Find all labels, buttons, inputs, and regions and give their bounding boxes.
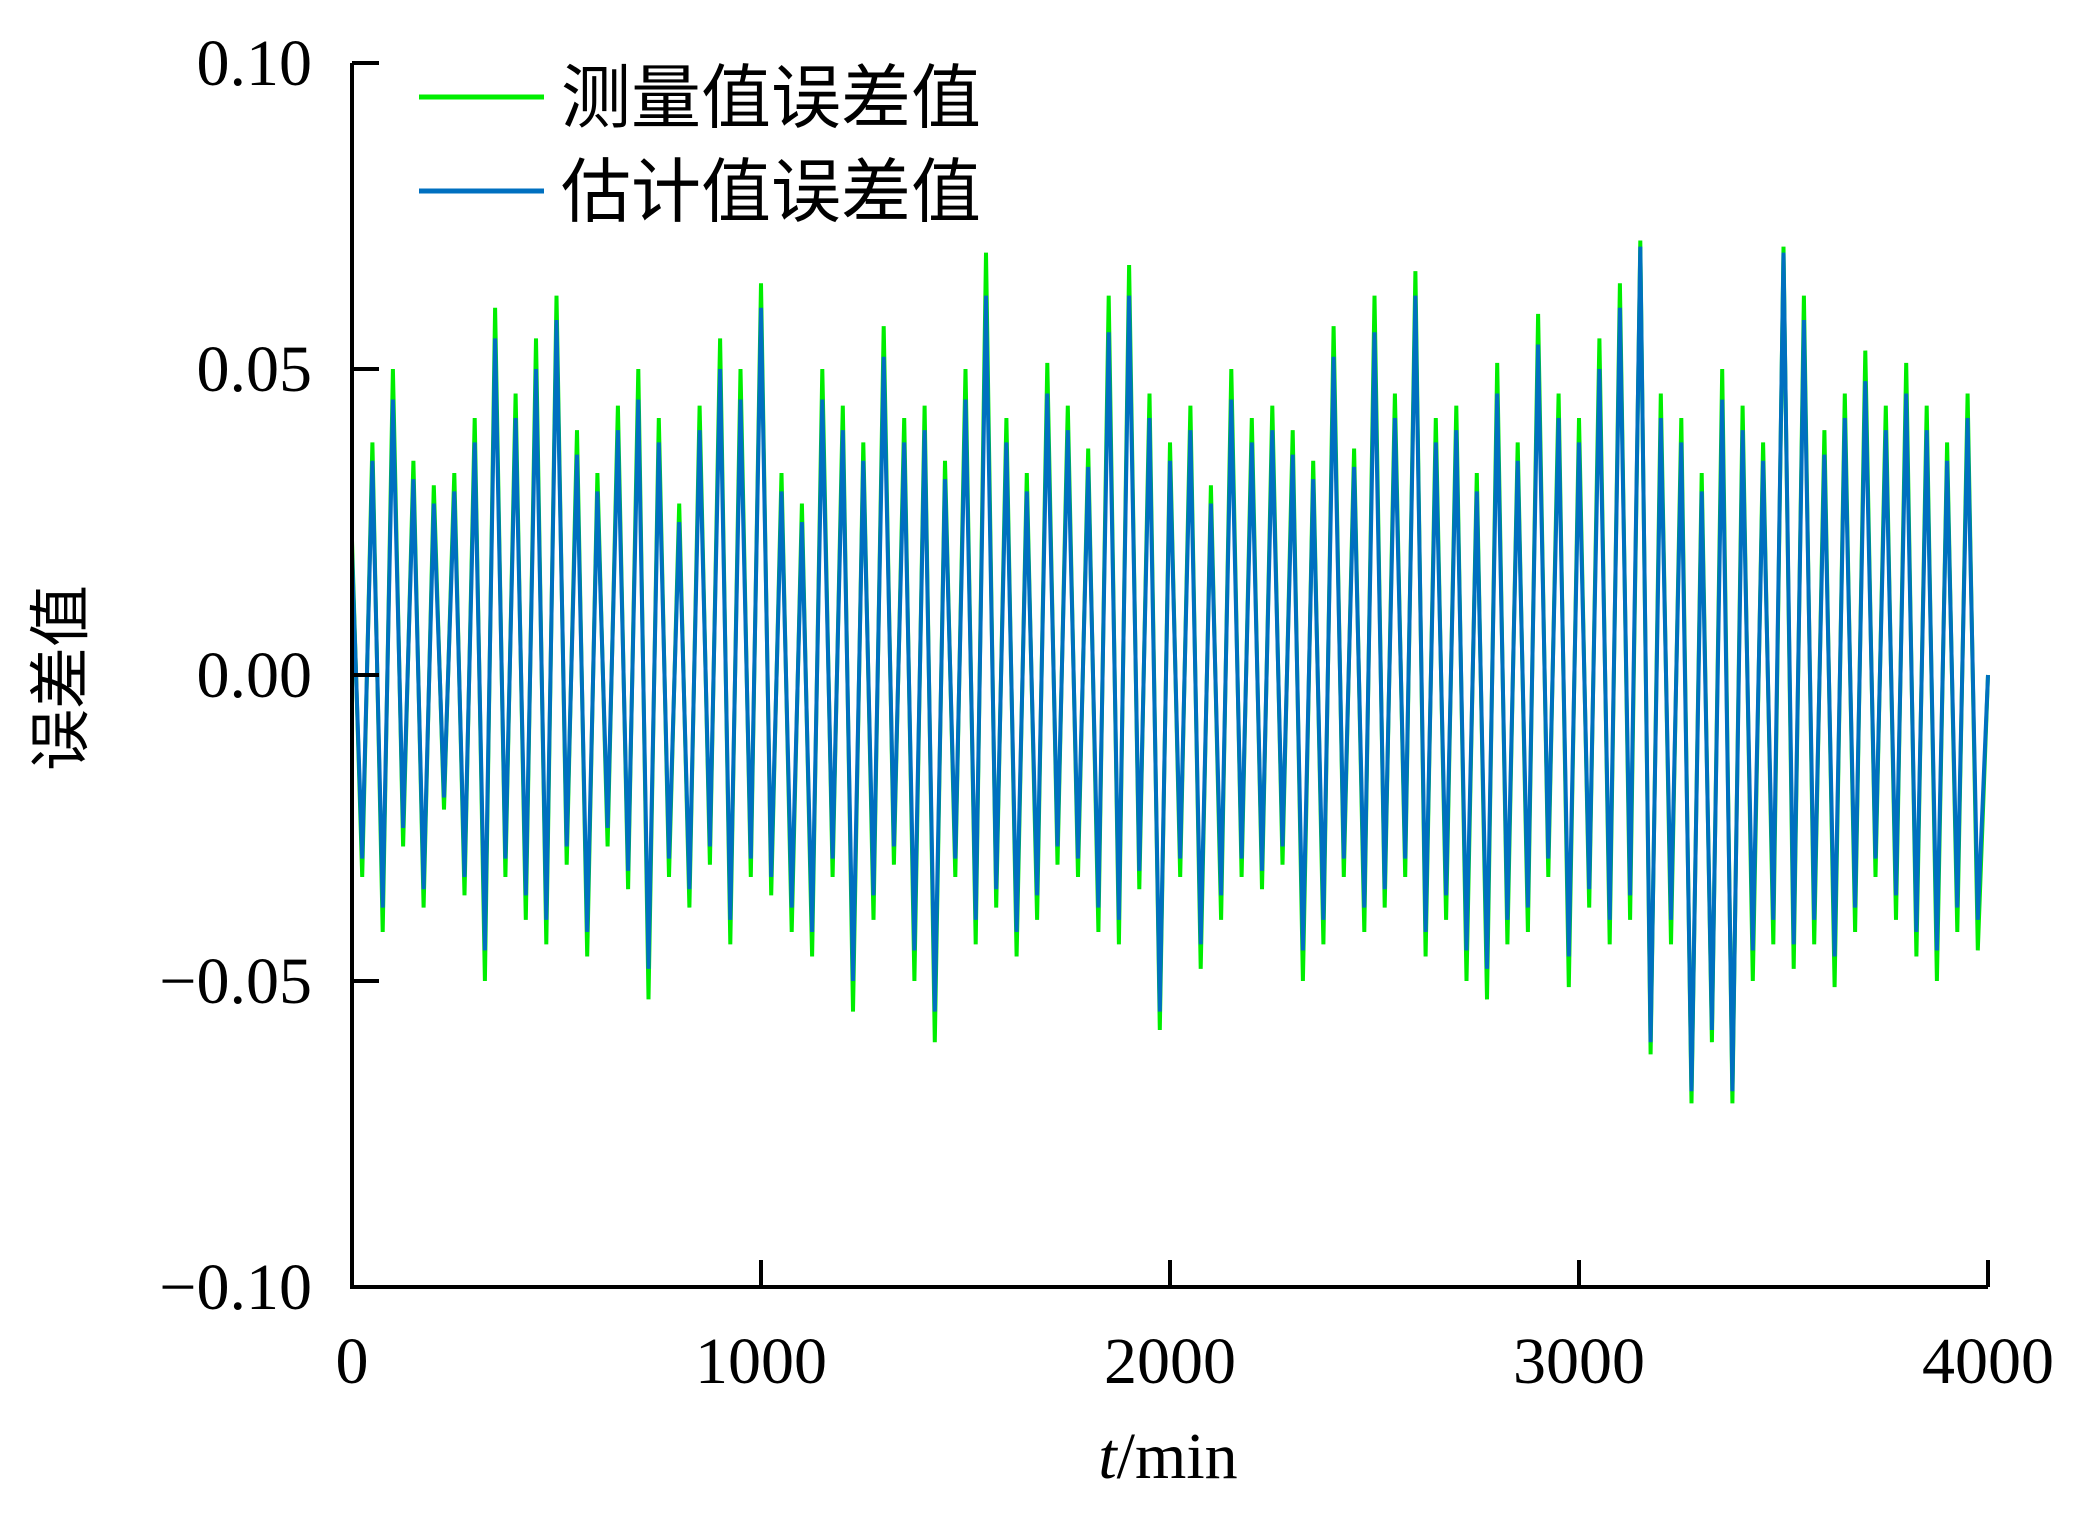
x-tick-label: 0 (336, 1325, 369, 1398)
x-tick-label: 1000 (695, 1325, 827, 1398)
series-layer (350, 240, 1990, 1104)
y-tick-label: −0.10 (159, 1251, 312, 1324)
y-axis-label: 误差值 (24, 585, 97, 771)
legend-label-measured: 测量值误差值 (561, 57, 981, 139)
x-axis-label-var: t (1098, 1420, 1118, 1493)
series-measured-error-line (350, 240, 1990, 1104)
axes: 0.10 0.05 0.00 −0.05 −0.10 0 1000 2000 3000 4000 (159, 27, 2054, 1398)
x-tick-label: 3000 (1513, 1325, 1645, 1398)
y-tick-label: 0.00 (197, 639, 313, 712)
legend: 测量值误差值 估计值误差值 (419, 57, 981, 233)
x-axis-label-unit: /min (1117, 1420, 1238, 1493)
y-tick-label: 0.10 (197, 27, 313, 100)
x-tick-label: 4000 (1922, 1325, 2054, 1398)
x-tick-label: 2000 (1104, 1325, 1236, 1398)
x-axis-label: t/min (1098, 1420, 1237, 1493)
legend-label-estimated: 估计值误差值 (561, 151, 981, 233)
y-tick-label: 0.05 (197, 333, 313, 406)
axis-lines (350, 63, 1988, 1289)
series-estimated-error-line (350, 246, 1990, 1092)
y-tick-label: −0.05 (159, 945, 312, 1018)
